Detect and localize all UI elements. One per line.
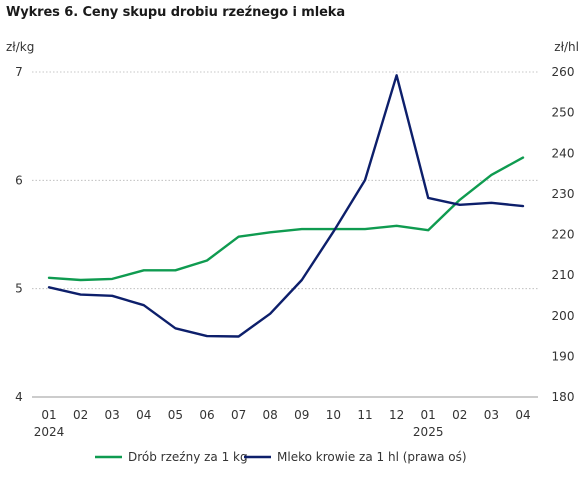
right-y-axis: 180 190 200 210 220 230 240 250 260 [552,65,575,404]
right-tick-label: 220 [552,228,575,242]
left-axis-unit: zł/kg [6,40,34,54]
x-tick-label: 10 [326,408,341,422]
right-tick-label: 190 [552,349,575,363]
left-tick-label: 4 [15,390,23,404]
x-year-label: 2024 [34,425,65,439]
x-year-label: 2025 [413,425,444,439]
chart-title: Wykres 6. Ceny skupu drobiu rzeźnego i m… [6,5,346,20]
x-tick-label: 02 [73,408,88,422]
x-tick-label: 06 [199,408,214,422]
right-axis-unit: zł/hl [554,40,579,54]
x-tick-label: 07 [231,408,246,422]
x-tick-label: 02 [452,408,467,422]
series-line-drob [47,156,525,282]
left-tick-label: 5 [15,282,23,296]
x-axis: 01 02 03 04 05 06 07 08 09 10 11 12 01 02 03 04 2024 2025 [34,408,531,439]
legend-label: Mleko krowie za 1 hl (prawa oś) [277,450,467,464]
legend: Drób rzeźny za 1 kg Mleko krowie za 1 hl … [95,450,467,464]
right-tick-label: 250 [552,106,575,120]
x-tick-label: 01 [421,408,436,422]
x-tick-label: 05 [168,408,183,422]
right-tick-label: 230 [552,187,575,201]
x-tick-label: 11 [357,408,372,422]
right-tick-label: 260 [552,65,575,79]
x-tick-label: 03 [105,408,120,422]
left-tick-label: 7 [15,65,23,79]
x-tick-label: 04 [515,408,530,422]
left-y-axis: 4 5 6 7 [15,65,23,404]
gridlines [32,71,538,290]
right-tick-label: 180 [552,390,575,404]
right-tick-label: 210 [552,268,575,282]
x-tick-label: 04 [136,408,151,422]
x-tick-label: 09 [294,408,309,422]
legend-label: Drób rzeźny za 1 kg [128,450,248,464]
left-tick-label: 6 [15,173,23,187]
series-lines [47,74,525,338]
x-tick-label: 03 [484,408,499,422]
x-tick-label: 08 [263,408,278,422]
right-tick-label: 200 [552,309,575,323]
x-tick-label: 01 [41,408,56,422]
x-tick-label: 12 [389,408,404,422]
right-tick-label: 240 [552,146,575,160]
series-line-mleko [47,74,525,338]
